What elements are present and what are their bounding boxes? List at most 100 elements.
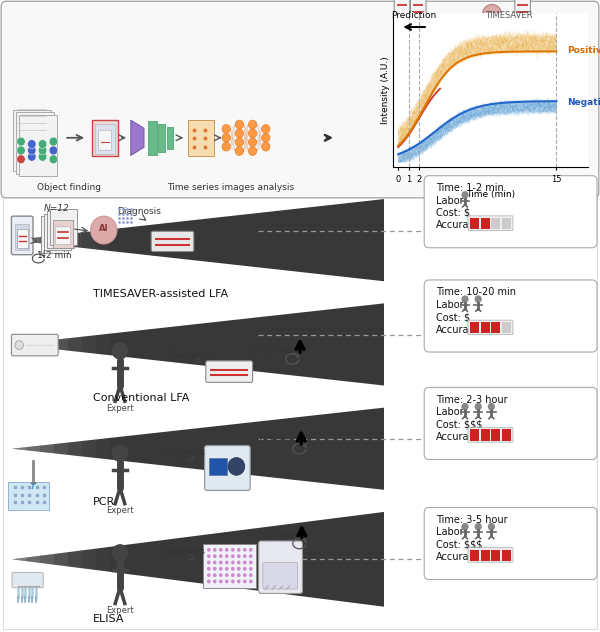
Circle shape [237,567,241,571]
Circle shape [248,120,257,129]
Circle shape [38,152,47,161]
Circle shape [461,191,469,198]
Circle shape [235,147,244,155]
Circle shape [243,580,247,583]
FancyBboxPatch shape [481,430,490,441]
Circle shape [28,152,36,161]
FancyBboxPatch shape [410,0,426,23]
Y-axis label: Intensity (A.U.): Intensity (A.U.) [381,56,390,124]
Circle shape [488,403,495,410]
Circle shape [17,146,25,155]
Circle shape [225,548,229,552]
Polygon shape [12,236,54,245]
Text: Time: 2-3 hour: Time: 2-3 hour [436,395,508,405]
FancyBboxPatch shape [424,280,597,352]
Circle shape [262,125,270,133]
FancyBboxPatch shape [468,216,513,231]
Circle shape [17,155,25,164]
Polygon shape [12,343,26,346]
Circle shape [475,403,482,410]
FancyBboxPatch shape [263,562,298,589]
FancyBboxPatch shape [98,130,112,150]
Circle shape [461,403,469,410]
Text: Positive: Positive [567,46,600,55]
Circle shape [248,138,257,147]
FancyBboxPatch shape [470,430,479,441]
Polygon shape [12,552,68,566]
Circle shape [237,580,241,583]
Polygon shape [12,446,40,452]
Circle shape [112,342,128,360]
Text: Object finding: Object finding [37,183,101,192]
Text: ELISA: ELISA [93,614,125,624]
Text: Time series images analysis: Time series images analysis [167,183,295,192]
Text: Accuracy:: Accuracy: [436,325,484,334]
Polygon shape [12,556,40,563]
FancyBboxPatch shape [205,446,250,490]
Polygon shape [12,408,384,490]
FancyBboxPatch shape [8,482,49,510]
FancyBboxPatch shape [470,218,479,229]
Circle shape [243,554,247,558]
FancyBboxPatch shape [515,0,530,23]
Text: TIMESAVER: TIMESAVER [475,23,509,28]
Text: Labor:: Labor: [436,195,467,205]
FancyBboxPatch shape [15,224,29,250]
Circle shape [249,567,253,571]
Circle shape [207,580,211,583]
FancyBboxPatch shape [158,124,165,152]
Text: Accuracy:: Accuracy: [436,552,484,562]
Circle shape [207,573,211,577]
Circle shape [231,561,235,564]
Circle shape [225,554,229,558]
Circle shape [231,580,235,583]
Text: Expert: Expert [106,404,134,413]
FancyBboxPatch shape [394,0,410,23]
Circle shape [207,567,211,571]
Circle shape [38,146,47,155]
FancyBboxPatch shape [41,216,68,253]
Polygon shape [12,512,384,607]
FancyBboxPatch shape [468,320,513,335]
FancyBboxPatch shape [55,227,71,245]
Text: N=12: N=12 [44,204,70,213]
Circle shape [225,567,229,571]
Circle shape [28,146,36,155]
Polygon shape [12,340,54,349]
Circle shape [219,573,223,577]
FancyBboxPatch shape [470,322,479,334]
Circle shape [249,561,253,564]
FancyBboxPatch shape [481,218,490,229]
FancyBboxPatch shape [11,216,33,255]
FancyBboxPatch shape [259,541,302,593]
Text: Accuracy:: Accuracy: [436,221,484,230]
Circle shape [15,341,23,349]
Circle shape [237,548,241,552]
FancyBboxPatch shape [167,127,173,149]
Circle shape [231,554,235,558]
Circle shape [231,548,235,552]
Circle shape [49,155,58,164]
Circle shape [49,137,58,146]
Circle shape [235,129,244,138]
FancyBboxPatch shape [424,387,597,459]
FancyBboxPatch shape [491,430,500,441]
Text: AI: AI [99,224,109,233]
FancyBboxPatch shape [16,112,54,174]
FancyBboxPatch shape [50,209,77,245]
Circle shape [237,554,241,558]
Circle shape [235,138,244,147]
Circle shape [91,216,117,244]
Circle shape [237,561,241,564]
Circle shape [222,125,230,133]
Text: Time: 3-5 hour: Time: 3-5 hour [436,515,508,525]
FancyBboxPatch shape [491,322,500,334]
Circle shape [219,548,223,552]
Circle shape [482,4,502,25]
FancyBboxPatch shape [1,1,599,198]
FancyBboxPatch shape [468,548,513,562]
Text: Labor:: Labor: [436,407,467,417]
Circle shape [243,573,247,577]
FancyBboxPatch shape [148,121,157,155]
Circle shape [207,561,211,564]
